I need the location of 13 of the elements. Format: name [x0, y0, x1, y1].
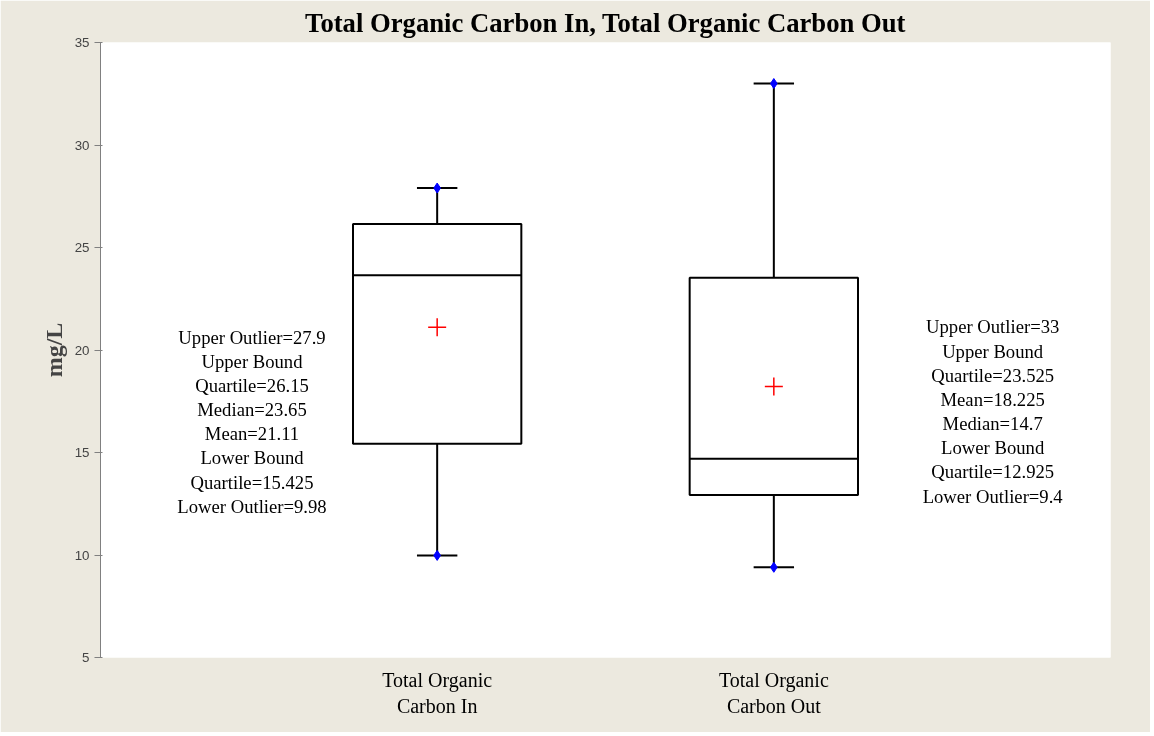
y-tick-label: 25 [74, 240, 90, 255]
y-tick-label: 15 [74, 445, 90, 460]
y-tick-label: 10 [74, 547, 90, 563]
y-tick-label: 35 [74, 35, 90, 50]
x-tick-label: Total Organic Carbon Out [718, 668, 829, 717]
y-axis-title: mg/L [40, 322, 67, 378]
y-tick-label: 5 [82, 650, 90, 665]
x-tick-label: Total Organic Carbon In [382, 668, 493, 717]
y-tick-label: 20 [74, 342, 90, 358]
annotation: Upper Outlier=27.9 Upper Bound Quartile=26.15 Median=23.65 Mean=21.11 Lower Bound Quartile=15.425 Lower Outlier=9.98 [177, 326, 327, 517]
chart-title: Total Organic Carbon In, Total Organic Carbon Out [305, 7, 906, 38]
y-tick-label: 30 [74, 137, 90, 153]
annotation: Upper Outlier=33 Upper Bound Quartile=23.525 Mean=18.225 Median=14.7 Lower Bound Quartile=12.925 Lower Outlier=9.4 [922, 316, 1064, 507]
